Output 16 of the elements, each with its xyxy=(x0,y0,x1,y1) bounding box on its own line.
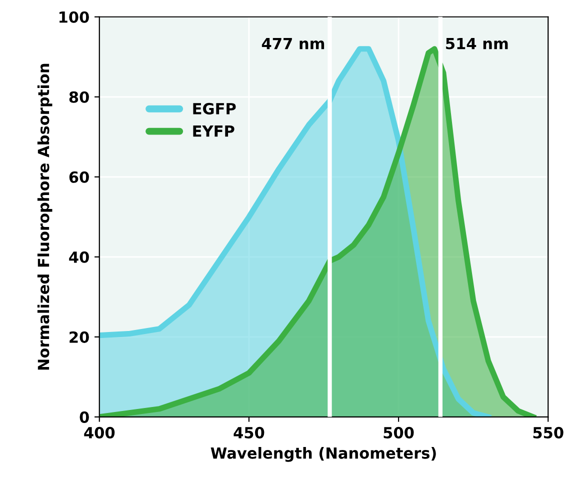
x-tick-label: 450 xyxy=(234,426,264,438)
x-tick-label: 500 xyxy=(384,426,414,438)
y-tick-label: 20 xyxy=(70,331,89,343)
x-tick-label: 550 xyxy=(533,426,564,438)
x-axis-title: Wavelength (Nanometers) xyxy=(210,446,436,462)
y-axis-title: Normalized Fluorophore Absorption xyxy=(37,64,52,370)
legend-label: EYFP xyxy=(193,126,234,137)
y-tick-label: 80 xyxy=(69,91,89,103)
ref-line-label: 514 nm xyxy=(446,38,508,50)
y-tick-label: 40 xyxy=(69,251,89,263)
y-tick-label: 60 xyxy=(69,171,89,183)
y-tick-label: 0 xyxy=(80,411,89,423)
ref-line-label: 477 nm xyxy=(262,38,324,50)
y-tick-label: 100 xyxy=(60,11,89,23)
x-tick-label: 400 xyxy=(84,426,115,438)
legend-label: EGFP xyxy=(193,102,236,114)
